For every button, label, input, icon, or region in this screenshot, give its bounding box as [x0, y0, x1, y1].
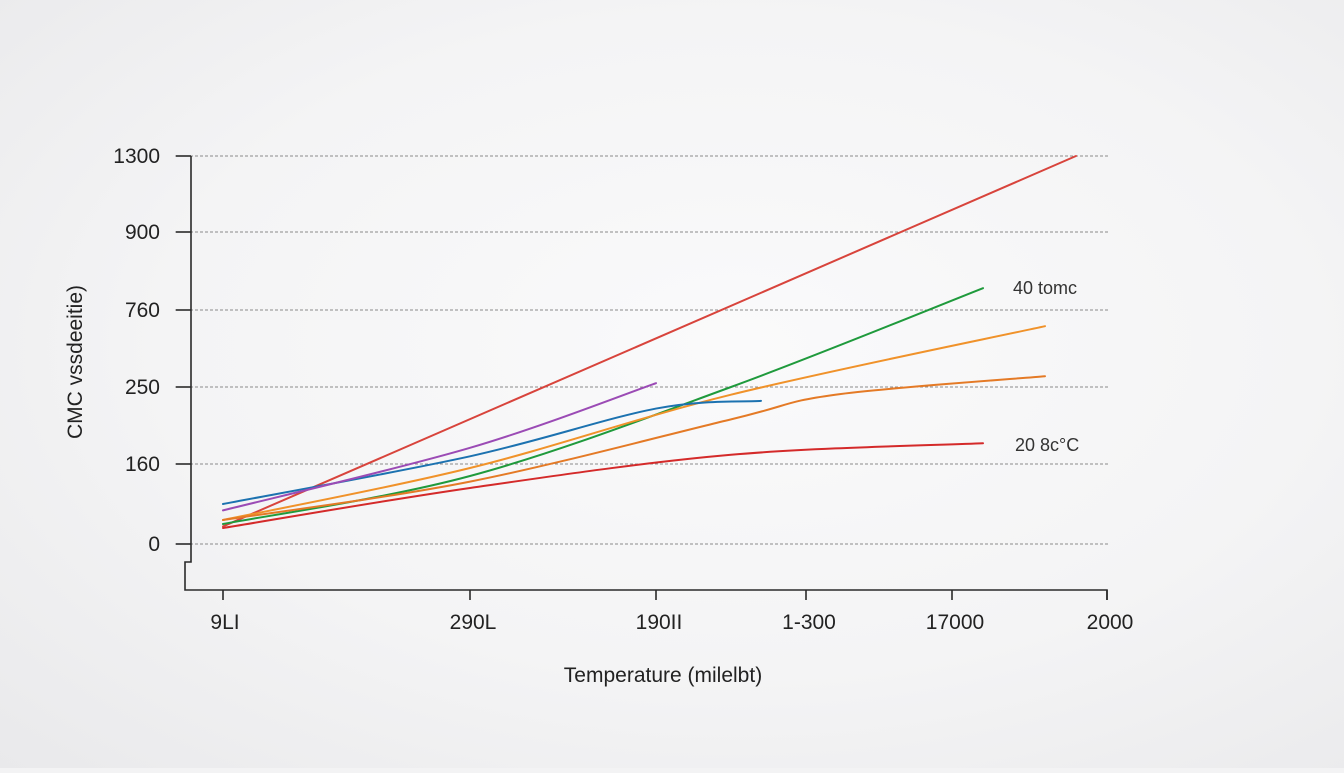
annotation-lower: 20 8c°C [1015, 435, 1079, 455]
series-line-7 [222, 442, 984, 529]
y-axis-title: CMC vssdeeitie) [64, 285, 87, 439]
x-tick-label: 17000 [926, 611, 984, 634]
x-tick-label: 9LI [210, 611, 239, 634]
y-tick-label: 0 [148, 533, 160, 556]
series-line-6 [222, 382, 657, 512]
series-line-5 [222, 399, 762, 505]
labels-layer: Temperature (milelbt) CMC vssdeeitie) 40… [64, 278, 1079, 687]
y-tick-label: 1300 [113, 145, 160, 168]
x-tick-label: 1-300 [782, 611, 836, 634]
y-tick-label: 900 [125, 221, 160, 244]
y-tick-label: 760 [125, 299, 160, 322]
series-line-2 [222, 287, 984, 525]
x-tick-label: 2000 [1087, 611, 1134, 634]
x-axis-title: Temperature (milelbt) [564, 664, 762, 687]
series-line-3 [222, 325, 1046, 521]
x-tick-label: 290L [450, 611, 497, 634]
series-line-4 [222, 375, 1046, 521]
ticks-layer: 0 160 250 760 900 1300 9LI 290L 190II 1-300 17000 2… [113, 145, 1133, 634]
axes-layer [184, 156, 1108, 600]
x-tick-label: 190II [636, 611, 683, 634]
y-tick-label: 160 [125, 453, 160, 476]
axes-frame [184, 156, 1108, 600]
series-line-1 [222, 155, 1077, 528]
y-tick-label: 250 [125, 376, 160, 399]
grid-layer [175, 155, 1108, 545]
series-layer [222, 155, 1077, 529]
annotation-upper: 40 tomc [1013, 278, 1077, 298]
